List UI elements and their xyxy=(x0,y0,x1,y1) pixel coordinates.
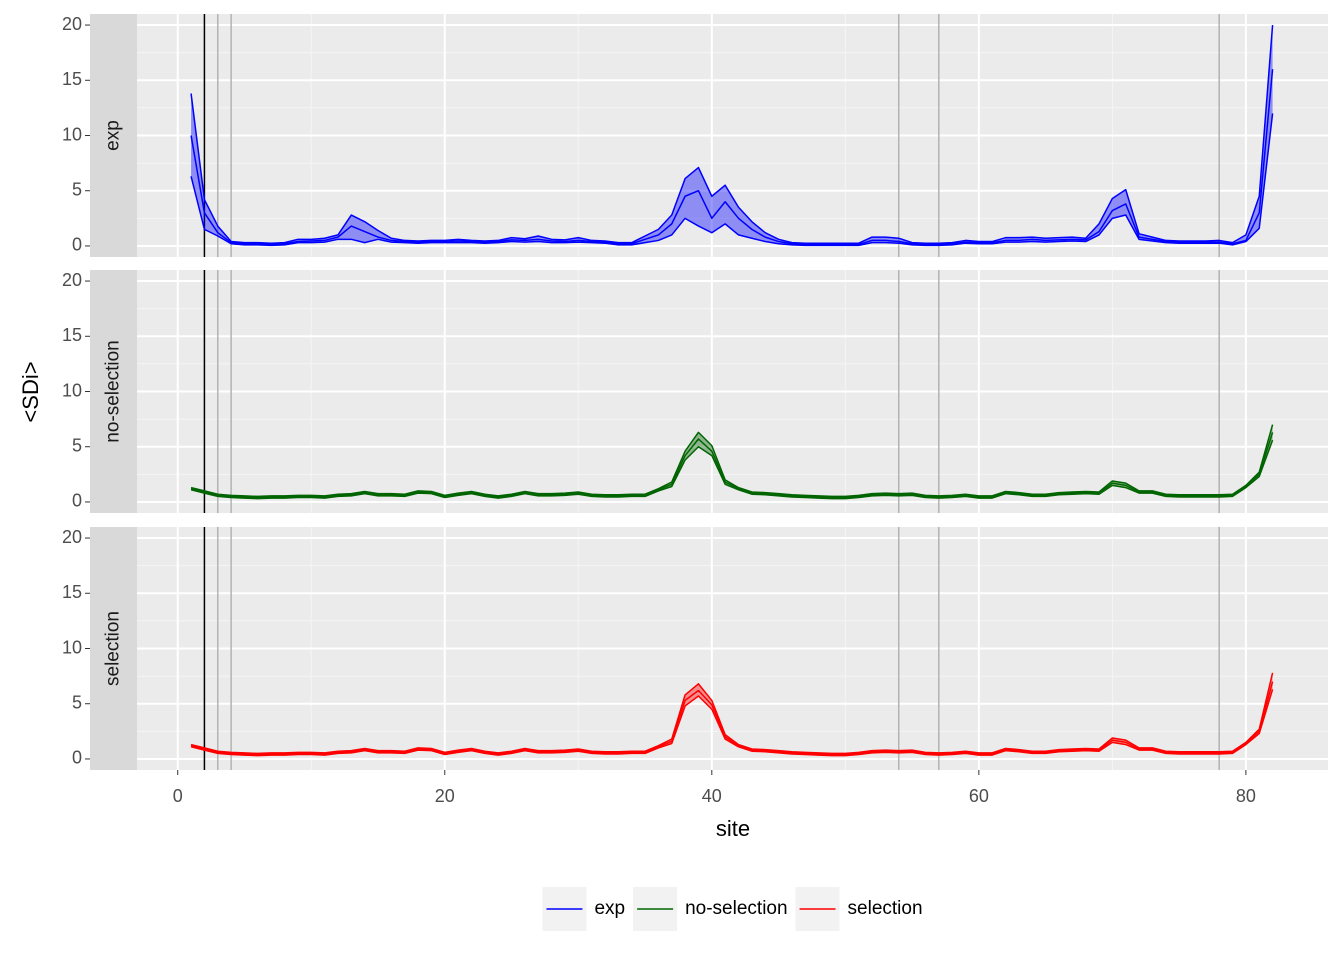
y-tick-label: 10 xyxy=(62,124,82,144)
strip-background xyxy=(90,270,137,513)
y-tick-label: 5 xyxy=(72,435,82,455)
y-tick-label: 20 xyxy=(62,14,82,34)
legend-label: no-selection xyxy=(685,898,787,919)
x-tick-label: 0 xyxy=(173,786,183,806)
y-tick-label: 20 xyxy=(62,527,82,547)
y-tick-label: 10 xyxy=(62,637,82,657)
line xyxy=(190,681,1274,756)
x-tick-label: 20 xyxy=(435,786,455,806)
legend-label: exp xyxy=(594,898,625,919)
strip-background xyxy=(90,14,137,257)
x-tick-label: 80 xyxy=(1236,786,1256,806)
y-axis-label: <SDi> xyxy=(18,361,43,422)
line xyxy=(190,432,1274,499)
x-axis-label: site xyxy=(716,816,750,841)
ribbon-edge xyxy=(190,689,1274,757)
x-tick-label: 40 xyxy=(702,786,722,806)
strip-label: selection xyxy=(103,611,124,686)
strip-background xyxy=(90,527,137,770)
ribbon-edge xyxy=(190,439,1274,500)
ribbon-edge xyxy=(190,24,1274,244)
y-tick-label: 5 xyxy=(72,179,82,199)
y-tick-label: 15 xyxy=(62,325,82,345)
y-tick-label: 15 xyxy=(62,69,82,89)
y-tick-label: 10 xyxy=(62,380,82,400)
y-tick-label: 20 xyxy=(62,270,82,290)
y-tick-label: 0 xyxy=(72,491,82,511)
legend-label: selection xyxy=(848,898,923,919)
y-tick-label: 0 xyxy=(72,748,82,768)
y-tick-label: 15 xyxy=(62,582,82,602)
line xyxy=(190,69,1274,246)
y-tick-label: 0 xyxy=(72,235,82,255)
ribbon-edge xyxy=(190,113,1274,247)
ribbon-edge xyxy=(190,672,1274,755)
y-tick-label: 5 xyxy=(72,692,82,712)
strip-label: exp xyxy=(103,120,124,151)
ribbon xyxy=(191,25,1273,246)
legend: exp no-selection selection xyxy=(542,887,923,931)
strip-label: no-selection xyxy=(103,340,124,442)
x-tick-label: 60 xyxy=(969,786,989,806)
ribbon-edge xyxy=(190,424,1274,498)
